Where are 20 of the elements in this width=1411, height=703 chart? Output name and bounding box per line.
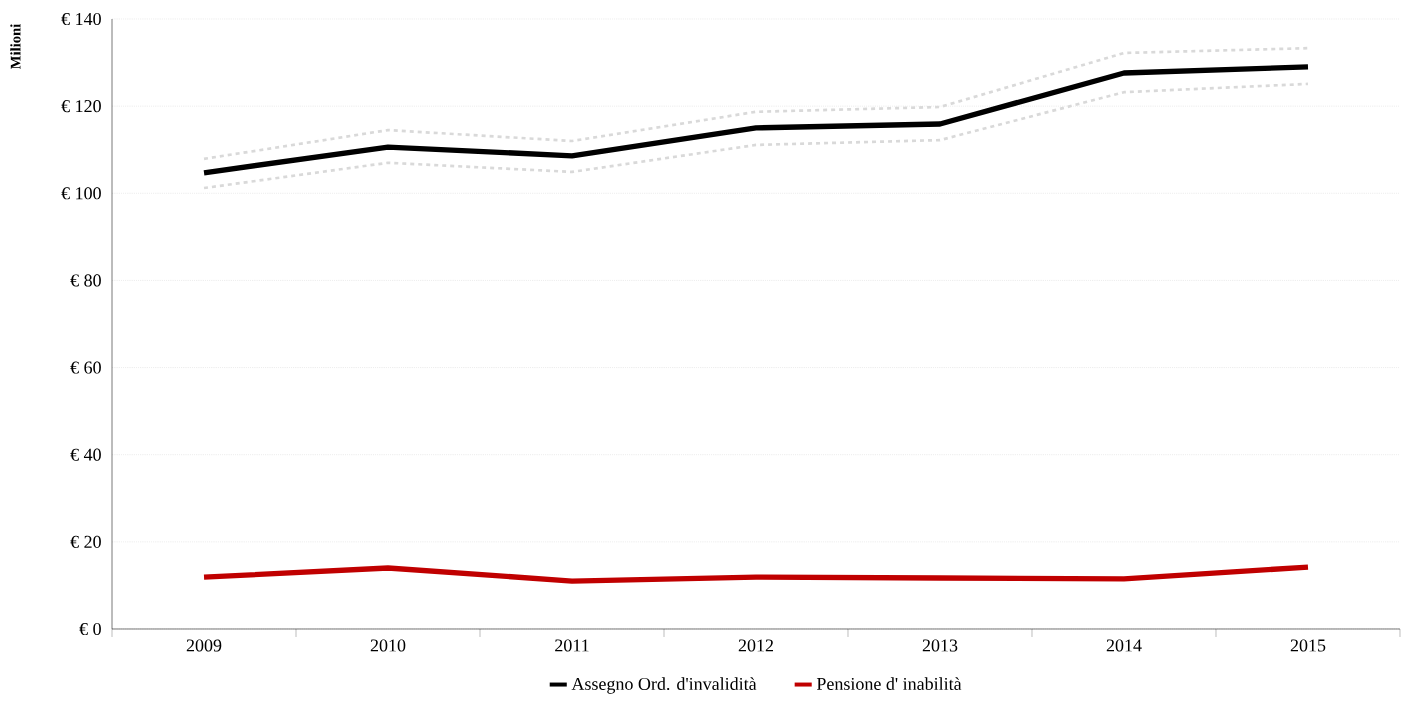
x-tick-label: 2009 — [186, 639, 222, 652]
y-tick-label: € 40 — [70, 448, 101, 461]
line-series — [202, 46, 1310, 161]
y-tick-label: € 60 — [70, 361, 101, 374]
y-tick-label: € 80 — [70, 274, 101, 287]
x-tick-label: 2015 — [1290, 639, 1326, 652]
x-tick-label: 2012 — [738, 639, 774, 652]
y-tick-label: € 0 — [79, 622, 101, 636]
y-tick-label: € 100 — [61, 187, 101, 200]
x-tick-label: 2010 — [370, 639, 406, 652]
y-tick-label: € 20 — [70, 535, 101, 548]
y-axis-title: Milioni — [10, 23, 21, 70]
legend-label: Assegno Ord. d'invalidità — [571, 677, 757, 694]
legend-label: Pensione d' inabilità — [816, 677, 962, 690]
x-tick-label: 2014 — [1106, 639, 1142, 652]
y-tick-label: € 140 — [61, 12, 101, 26]
x-tick-label: 2011 — [555, 639, 589, 652]
y-tick-label: € 120 — [61, 100, 101, 113]
x-tick-label: 2013 — [922, 639, 958, 652]
line-series — [202, 82, 1310, 190]
